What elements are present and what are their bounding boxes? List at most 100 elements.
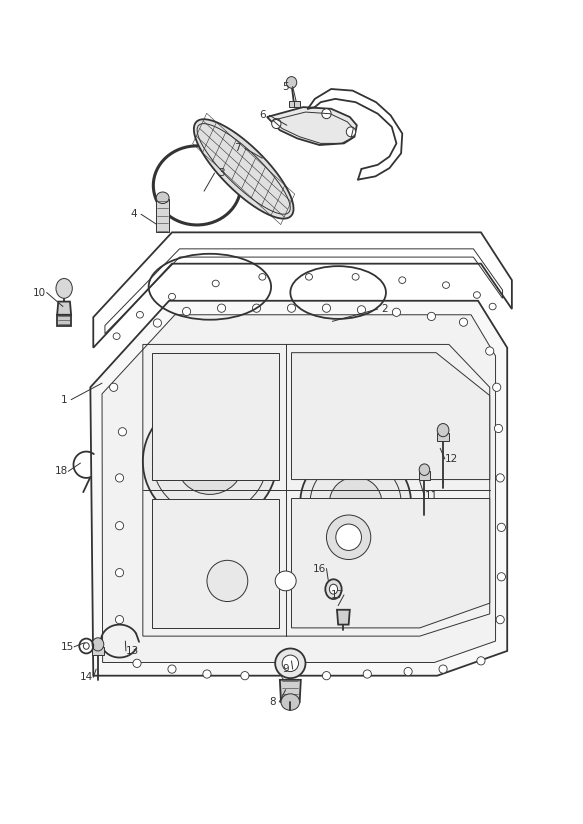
Polygon shape [289,101,300,107]
Ellipse shape [115,522,124,530]
Ellipse shape [325,579,342,599]
Ellipse shape [115,474,124,482]
Ellipse shape [352,274,359,280]
Polygon shape [156,199,169,232]
Text: 5: 5 [282,82,289,91]
Ellipse shape [399,277,406,283]
Ellipse shape [92,638,104,651]
Ellipse shape [419,464,430,475]
Ellipse shape [322,109,331,119]
Ellipse shape [153,319,161,327]
Text: 10: 10 [33,288,46,297]
Text: 6: 6 [259,110,266,120]
Ellipse shape [322,304,331,312]
Text: 1: 1 [61,395,68,405]
Ellipse shape [275,571,296,591]
Ellipse shape [275,648,305,678]
Text: 13: 13 [127,646,139,656]
Ellipse shape [203,670,211,678]
Ellipse shape [143,397,277,526]
Ellipse shape [282,655,298,672]
Polygon shape [152,353,279,480]
Ellipse shape [305,274,312,280]
Ellipse shape [357,306,366,314]
Text: 11: 11 [425,491,438,501]
Ellipse shape [473,292,480,298]
Ellipse shape [336,524,361,550]
Ellipse shape [486,347,494,355]
Text: 9: 9 [282,664,289,674]
Ellipse shape [496,474,504,482]
Ellipse shape [118,428,127,436]
Ellipse shape [212,280,219,287]
Polygon shape [337,610,350,625]
Ellipse shape [329,584,338,594]
Polygon shape [280,680,301,702]
Ellipse shape [477,657,485,665]
Ellipse shape [207,560,248,602]
Ellipse shape [156,192,169,204]
Polygon shape [292,499,490,628]
Ellipse shape [259,274,266,280]
Ellipse shape [136,311,143,318]
Polygon shape [57,315,71,326]
Text: 3: 3 [218,168,225,178]
Ellipse shape [459,318,468,326]
Ellipse shape [322,672,331,680]
Polygon shape [152,499,279,628]
Text: 7: 7 [234,143,241,153]
Polygon shape [419,471,430,480]
Ellipse shape [168,293,175,300]
Polygon shape [194,119,294,218]
Polygon shape [292,353,490,480]
Ellipse shape [326,515,371,559]
Ellipse shape [494,424,503,433]
Polygon shape [267,107,357,145]
Ellipse shape [404,667,412,676]
Ellipse shape [282,672,290,680]
Ellipse shape [439,665,447,673]
Ellipse shape [489,303,496,310]
Text: 4: 4 [131,209,138,219]
Ellipse shape [427,312,436,321]
Ellipse shape [133,659,141,667]
Text: 8: 8 [269,697,276,707]
Ellipse shape [493,383,501,391]
Ellipse shape [115,569,124,577]
Ellipse shape [182,307,191,316]
Ellipse shape [346,127,356,137]
Ellipse shape [496,616,504,624]
Polygon shape [92,647,104,655]
Ellipse shape [110,383,118,391]
Ellipse shape [113,333,120,339]
Ellipse shape [168,665,176,673]
Ellipse shape [300,449,411,556]
Text: 18: 18 [55,466,68,476]
Ellipse shape [115,616,124,624]
Ellipse shape [217,304,226,312]
Ellipse shape [363,670,371,678]
Ellipse shape [286,77,297,88]
Ellipse shape [437,424,449,437]
Ellipse shape [287,304,296,312]
Text: 2: 2 [381,304,388,314]
Ellipse shape [176,428,244,494]
Text: 16: 16 [313,564,326,574]
Polygon shape [57,302,71,315]
Ellipse shape [241,672,249,680]
Ellipse shape [281,694,300,710]
Polygon shape [437,433,449,441]
Text: 14: 14 [80,672,93,682]
Ellipse shape [252,304,261,312]
Ellipse shape [392,308,401,316]
Ellipse shape [329,477,382,528]
Ellipse shape [442,282,449,288]
Text: 15: 15 [61,642,73,652]
Ellipse shape [497,573,505,581]
Ellipse shape [272,119,281,129]
Ellipse shape [83,643,89,649]
Text: 12: 12 [445,454,458,464]
Polygon shape [90,301,507,676]
Text: 17: 17 [331,590,343,600]
Ellipse shape [497,523,505,531]
